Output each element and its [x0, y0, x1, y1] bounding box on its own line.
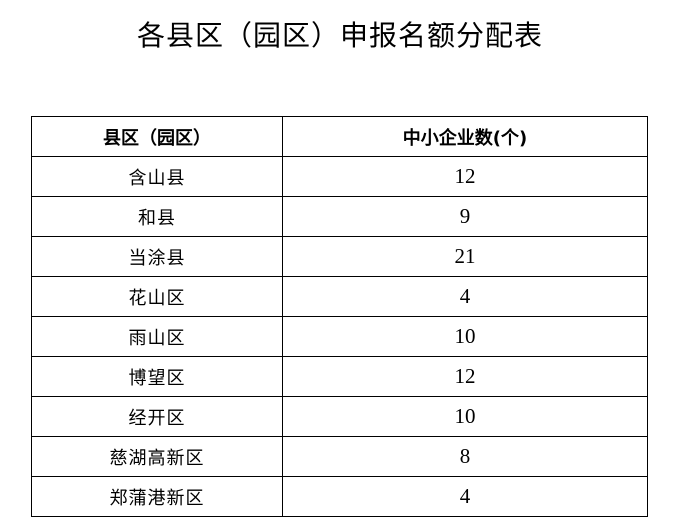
header-count: 中小企业数(个): [282, 116, 648, 157]
table-row: 当涂县 21: [31, 236, 648, 277]
area-cell: 慈湖高新区: [31, 436, 283, 477]
area-cell: 博望区: [31, 356, 283, 397]
area-cell: 含山县: [31, 156, 283, 197]
table-row: 郑蒲港新区 4: [31, 476, 648, 517]
count-cell: 21: [282, 236, 648, 277]
table-row: 慈湖高新区 8: [31, 436, 648, 477]
area-cell: 经开区: [31, 396, 283, 437]
table-header-row: 县区（园区） 中小企业数(个): [31, 116, 648, 157]
allocation-table: 县区（园区） 中小企业数(个) 含山县 12 和县 9 当涂县 21 花山区 4 雨山区 10 博望…: [31, 116, 648, 517]
header-area: 县区（园区）: [31, 116, 283, 157]
count-cell: 12: [282, 156, 648, 197]
area-cell: 当涂县: [31, 236, 283, 277]
count-cell: 4: [282, 476, 648, 517]
area-cell: 雨山区: [31, 316, 283, 357]
document-title: 各县区（园区）申报名额分配表: [136, 19, 543, 52]
count-cell: 4: [282, 276, 648, 317]
table-row: 花山区 4: [31, 276, 648, 317]
area-cell: 郑蒲港新区: [31, 476, 283, 517]
table-row: 含山县 12: [31, 156, 648, 197]
table-row: 经开区 10: [31, 396, 648, 437]
table-row: 和县 9: [31, 196, 648, 237]
table-row: 雨山区 10: [31, 316, 648, 357]
area-cell: 和县: [31, 196, 283, 237]
count-cell: 8: [282, 436, 648, 477]
table-row: 博望区 12: [31, 356, 648, 397]
count-cell: 9: [282, 196, 648, 237]
count-cell: 10: [282, 316, 648, 357]
count-cell: 10: [282, 396, 648, 437]
area-cell: 花山区: [31, 276, 283, 317]
count-cell: 12: [282, 356, 648, 397]
